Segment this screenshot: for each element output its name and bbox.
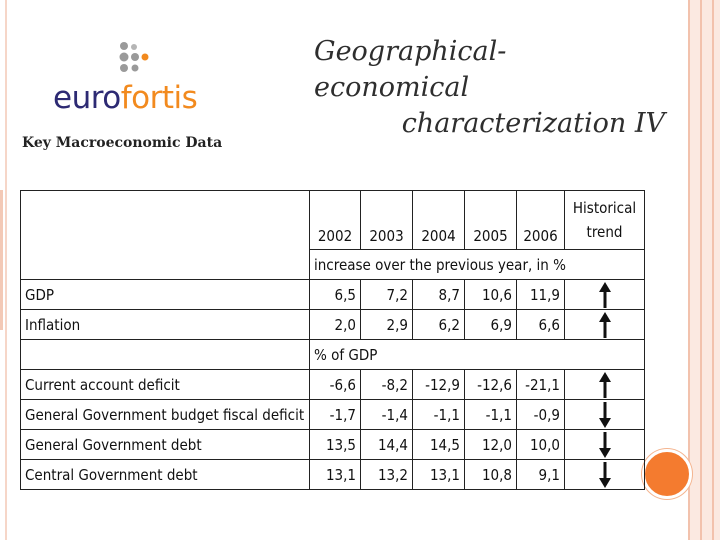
- value-cell: 2,0: [309, 309, 361, 340]
- eurofortis-logo: eurofortis: [20, 12, 225, 124]
- value-cell: -1,1: [412, 399, 465, 430]
- value-cell: 13,1: [412, 459, 465, 490]
- value-cell: -1,1: [464, 399, 517, 430]
- value-cell: -12,9: [412, 369, 465, 400]
- value-cell: 6,2: [412, 309, 465, 340]
- value-cell: 13,1: [309, 459, 361, 490]
- row-label: General Government debt: [20, 429, 310, 460]
- trend-cell: [564, 309, 645, 340]
- left-accent-bar: [0, 190, 3, 330]
- trend-cell: [564, 429, 645, 460]
- right-border-band: [688, 0, 720, 540]
- year-header: 2005: [464, 190, 517, 250]
- value-cell: 10,6: [464, 279, 517, 310]
- value-cell: -1,4: [360, 399, 413, 430]
- trend-cell: [564, 279, 645, 310]
- year-header: 2003: [360, 190, 413, 250]
- row-label: Central Government debt: [20, 459, 310, 490]
- down-arrow-icon: [598, 401, 611, 428]
- year-header: 2004: [412, 190, 465, 250]
- historical-trend-header: Historical trend: [564, 190, 645, 250]
- historical-header-line1: Historical: [572, 199, 637, 217]
- orange-circle-ornament: [642, 449, 692, 499]
- section-blank-cell: [20, 249, 310, 280]
- row-label: General Government budget fiscal deficit: [20, 399, 310, 430]
- section-label: % of GDP: [309, 339, 645, 370]
- macroeconomic-data-table: 2002 2003 2004 2005 2006 Historical tren…: [20, 190, 645, 490]
- row-label: Inflation: [20, 309, 310, 340]
- header-row: 2002 2003 2004 2005 2006 Historical tren…: [20, 190, 645, 250]
- right-border-line-1: [688, 0, 690, 540]
- year-header: 2002: [309, 190, 361, 250]
- table-row: Inflation 2,0 2,9 6,2 6,9 6,6: [20, 309, 645, 340]
- up-arrow-icon: [598, 311, 611, 338]
- value-cell: 7,2: [360, 279, 413, 310]
- left-border-line: [5, 0, 7, 540]
- historical-header-line2: trend: [586, 223, 623, 241]
- up-arrow-icon: [598, 371, 611, 398]
- value-cell: 10,8: [464, 459, 517, 490]
- table-row: General Government debt 13,5 14,4 14,5 1…: [20, 429, 645, 460]
- title-line-1: Geographical- economical: [314, 36, 507, 103]
- value-cell: 9,1: [516, 459, 565, 490]
- logo-fortis: fortis: [120, 80, 198, 116]
- value-cell: 6,5: [309, 279, 361, 310]
- value-cell: 14,5: [412, 429, 465, 460]
- value-cell: -12,6: [464, 369, 517, 400]
- table-row: General Government budget fiscal deficit…: [20, 399, 645, 430]
- slide-title: Geographical- economical characterizatio…: [300, 34, 665, 142]
- value-cell: 2,9: [360, 309, 413, 340]
- value-cell: 13,2: [360, 459, 413, 490]
- value-cell: -21,1: [516, 369, 565, 400]
- right-border-line-3: [712, 0, 714, 540]
- logo-wordmark: eurofortis: [53, 80, 198, 116]
- value-cell: 13,5: [309, 429, 361, 460]
- section-row: % of GDP: [20, 339, 645, 370]
- row-label: GDP: [20, 279, 310, 310]
- trend-cell: [564, 459, 645, 490]
- subtitle: Key Macroeconomic Data: [22, 135, 223, 151]
- value-cell: 12,0: [464, 429, 517, 460]
- section-label: increase over the previous year, in %: [309, 249, 645, 280]
- value-cell: -0,9: [516, 399, 565, 430]
- table-row: Central Government debt 13,1 13,2 13,1 1…: [20, 459, 645, 490]
- value-cell: 6,6: [516, 309, 565, 340]
- up-arrow-icon: [598, 281, 611, 308]
- table-row: GDP 6,5 7,2 8,7 10,6 11,9: [20, 279, 645, 310]
- title-line-2: characterization IV: [401, 108, 665, 139]
- table-row: Current account deficit -6,6 -8,2 -12,9 …: [20, 369, 645, 400]
- section-row: increase over the previous year, in %: [20, 249, 645, 280]
- value-cell: 8,7: [412, 279, 465, 310]
- logo-dots-icon: [119, 42, 149, 72]
- down-arrow-icon: [598, 431, 611, 458]
- year-header: 2006: [516, 190, 565, 250]
- header-corner-cell: [20, 190, 310, 250]
- logo-euro: euro: [53, 80, 121, 116]
- value-cell: 11,9: [516, 279, 565, 310]
- value-cell: 14,4: [360, 429, 413, 460]
- value-cell: -1,7: [309, 399, 361, 430]
- value-cell: -6,6: [309, 369, 361, 400]
- trend-cell: [564, 399, 645, 430]
- trend-cell: [564, 369, 645, 400]
- row-label: Current account deficit: [20, 369, 310, 400]
- down-arrow-icon: [598, 461, 611, 488]
- right-border-line-2: [700, 0, 702, 540]
- value-cell: 10,0: [516, 429, 565, 460]
- value-cell: 6,9: [464, 309, 517, 340]
- section-blank-cell: [20, 339, 310, 370]
- value-cell: -8,2: [360, 369, 413, 400]
